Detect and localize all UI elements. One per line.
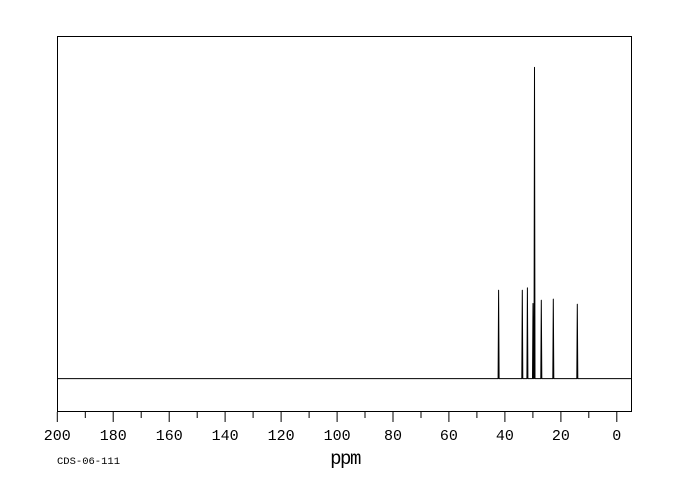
- svg-text:200: 200: [44, 428, 71, 445]
- svg-text:100: 100: [324, 428, 351, 445]
- svg-text:ppm: ppm: [330, 448, 361, 470]
- svg-text:40: 40: [496, 428, 514, 445]
- svg-text:CDS-06-111: CDS-06-111: [57, 456, 120, 468]
- svg-text:60: 60: [440, 428, 458, 445]
- svg-text:20: 20: [552, 428, 570, 445]
- svg-text:140: 140: [212, 428, 239, 445]
- svg-text:180: 180: [100, 428, 127, 445]
- svg-text:120: 120: [268, 428, 295, 445]
- svg-text:160: 160: [156, 428, 183, 445]
- svg-text:80: 80: [384, 428, 402, 445]
- svg-text:0: 0: [612, 428, 621, 445]
